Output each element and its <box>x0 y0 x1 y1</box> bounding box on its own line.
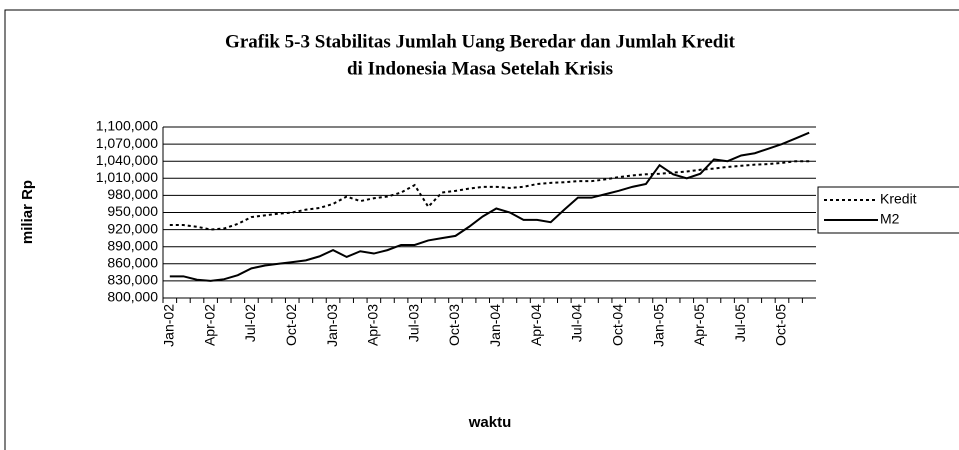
data-line <box>169 131 810 282</box>
y-tick-label: 800,000 <box>107 289 158 305</box>
x-tick-label: Apr-02 <box>201 304 217 346</box>
x-tick-label: Oct-03 <box>446 304 462 346</box>
x-tick-label: Apr-04 <box>528 304 544 346</box>
x-tick-label: Jan-05 <box>650 304 666 347</box>
chart-subtitle: di Indonesia Masa Setelah Krisis <box>347 58 613 79</box>
x-tick-label: Jul-05 <box>732 304 748 342</box>
y-tick-label: 830,000 <box>107 272 158 288</box>
y-tick-label: 950,000 <box>107 203 158 219</box>
x-tick-label: Jan-03 <box>324 304 340 347</box>
y-tick-label: 920,000 <box>107 220 158 236</box>
x-tick-label: Oct-02 <box>283 304 299 346</box>
x-tick-label: Apr-03 <box>365 304 381 346</box>
x-tick-label: Jul-04 <box>569 304 585 342</box>
y-tick-label: 1,010,000 <box>96 169 158 185</box>
y-tick-label: 860,000 <box>107 255 158 271</box>
y-tick-label: 890,000 <box>107 237 158 253</box>
y-tick-label: 1,070,000 <box>96 135 158 151</box>
y-tick-label: 980,000 <box>107 186 158 202</box>
chart-title: Grafik 5-3 Stabilitas Jumlah Uang Bereda… <box>225 31 736 52</box>
chart-frame <box>4 9 959 450</box>
y-axis-title: miliar Rp <box>19 180 36 244</box>
x-axis-title: waktu <box>468 414 512 431</box>
y-tick-label: 1,100,000 <box>96 118 158 134</box>
legend-label: M2 <box>880 211 900 227</box>
x-tick-label: Jul-02 <box>242 304 258 342</box>
legend-label: Kredit <box>880 191 917 207</box>
x-tick-label: Oct-04 <box>609 304 625 346</box>
x-tick-label: Jul-03 <box>405 304 421 342</box>
y-tick-label: 1,040,000 <box>96 152 158 168</box>
legend-box <box>817 186 959 234</box>
x-tick-label: Oct-05 <box>773 304 789 346</box>
x-tick-label: Jan-02 <box>161 304 177 347</box>
x-tick-label: Jan-04 <box>487 304 503 347</box>
data-line <box>169 160 810 231</box>
x-tick-label: Apr-05 <box>691 304 707 346</box>
